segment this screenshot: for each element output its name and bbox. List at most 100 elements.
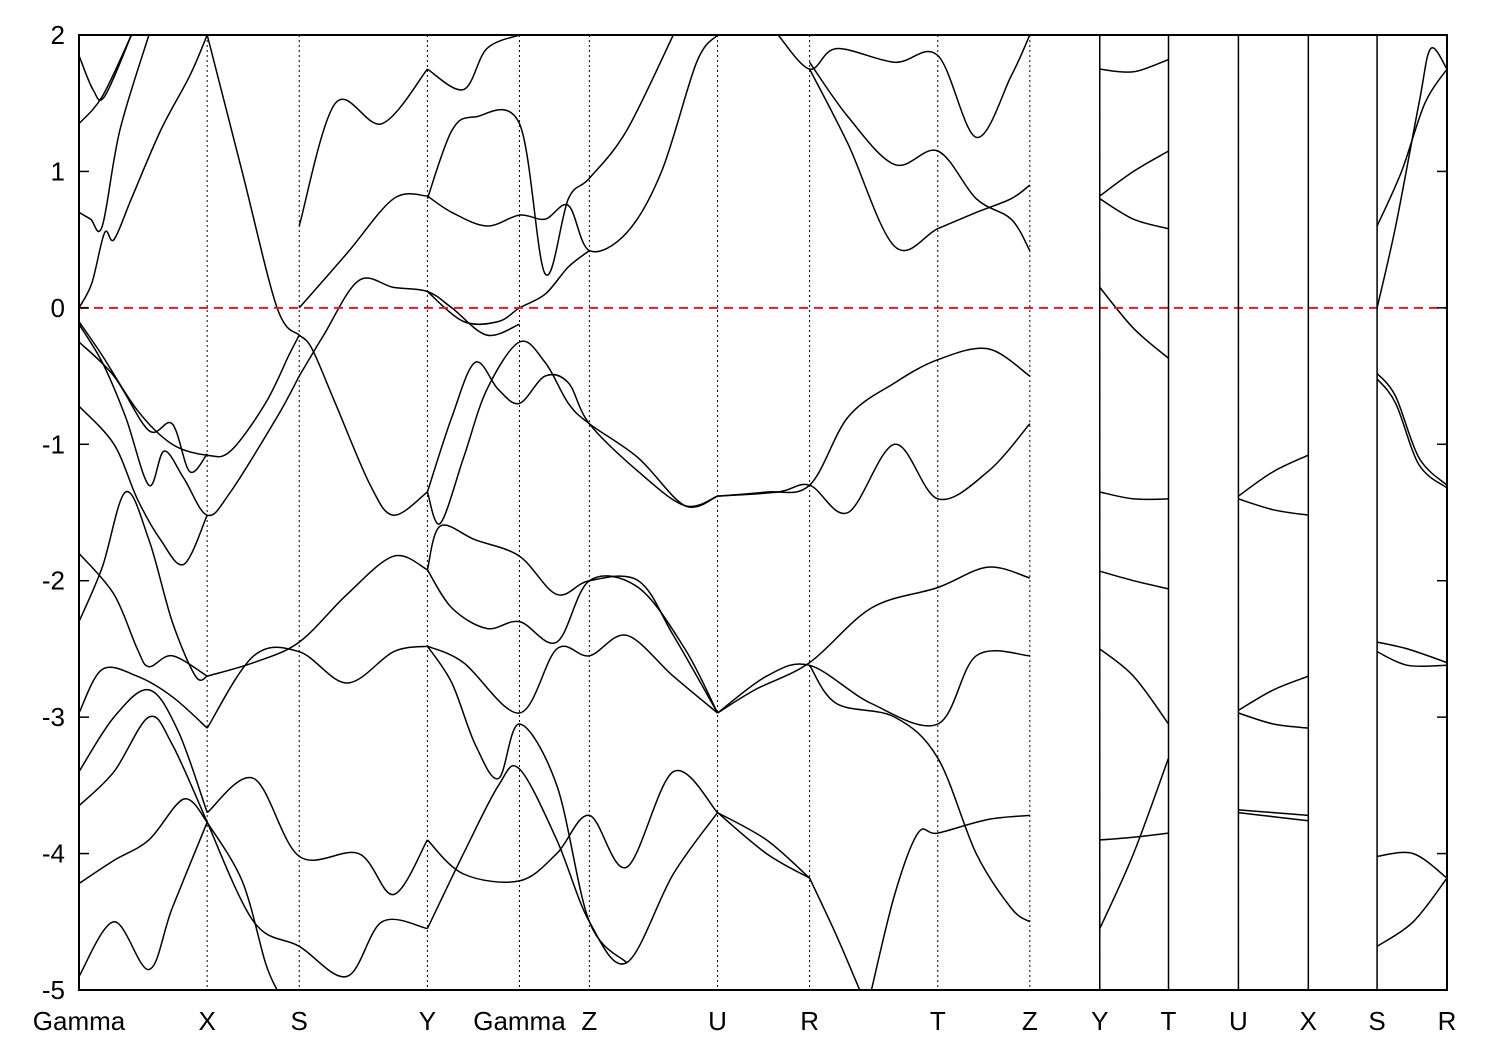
band-19-segment-1 xyxy=(717,347,1031,497)
band-8-segment-4 xyxy=(1099,570,1169,590)
band-5-segment-1 xyxy=(298,277,520,377)
band-28-segment-1 xyxy=(1099,58,1169,73)
band-4-segment-0 xyxy=(79,321,300,458)
band-8-segment-0 xyxy=(79,552,208,677)
kpoint-label: R xyxy=(1438,1006,1457,1036)
band-40-segment-0 xyxy=(1376,651,1447,668)
band-41-segment-0 xyxy=(1377,851,1447,879)
band-11-segment-1 xyxy=(206,776,429,896)
kpoint-label: Y xyxy=(419,1006,436,1036)
band-10-segment-0 xyxy=(79,666,208,729)
band-42-segment-0 xyxy=(1376,877,1447,947)
x-axis-kpoint-labels: Gamma X S Y Gamma Z U R T Z Y T U X S R xyxy=(33,1006,1457,1036)
band-7-segment-0 xyxy=(79,405,208,566)
y-axis-ticks: -5 -4 -3 -2 -1 0 1 2 xyxy=(42,20,1447,1005)
band-3-segment-0 xyxy=(79,35,133,101)
band-12-segment-0 xyxy=(79,715,208,823)
band-20-segment-2 xyxy=(1099,491,1169,501)
ytick-label: 0 xyxy=(51,293,65,323)
band-34-segment-0 xyxy=(1238,811,1309,822)
band-18-segment-0 xyxy=(426,35,674,276)
band-24-segment-0 xyxy=(870,814,1030,990)
band-15-segment-1 xyxy=(426,35,520,91)
band-19-segment-0 xyxy=(426,361,718,508)
kpoint-label: S xyxy=(1368,1006,1385,1036)
band-33-segment-0 xyxy=(1238,809,1309,817)
ytick-label: -1 xyxy=(42,429,65,459)
band-32-segment-0 xyxy=(1238,712,1309,729)
band-10-segment-1 xyxy=(206,645,428,729)
plot-frame xyxy=(78,34,1448,991)
band-25-segment-0 xyxy=(808,664,1031,923)
kpoint-label: Z xyxy=(581,1006,597,1036)
kpoint-label: Y xyxy=(1091,1006,1108,1036)
band-20-segment-0 xyxy=(426,340,718,525)
band-12-segment-2 xyxy=(426,765,719,965)
kpoint-label: X xyxy=(1300,1006,1317,1036)
band-8-segment-1 xyxy=(206,554,428,677)
kpoint-label: U xyxy=(1229,1006,1248,1036)
band-10-segment-4 xyxy=(1099,648,1170,725)
kpoint-label: Gamma xyxy=(473,1006,566,1036)
band-20-segment-1 xyxy=(717,423,1031,515)
band-22-segment-0 xyxy=(426,645,628,964)
band-4-segment-1 xyxy=(298,334,428,516)
band-24-segment-1 xyxy=(1099,832,1169,841)
band-15-segment-0 xyxy=(298,68,428,227)
band-11-segment-3 xyxy=(717,812,810,879)
band-12-segment-1 xyxy=(206,821,428,978)
band-5-segment-0 xyxy=(79,323,300,517)
band-11-segment-2 xyxy=(426,769,719,883)
band-37-segment-0 xyxy=(1376,372,1447,486)
band-16-segment-0 xyxy=(298,193,428,309)
kpoint-label: U xyxy=(708,1006,727,1036)
band-11-segment-0 xyxy=(79,689,208,813)
band-26-segment-0 xyxy=(808,68,1031,252)
band-13-segment-0 xyxy=(79,798,208,885)
kpoint-label: R xyxy=(800,1006,819,1036)
band-28-segment-0 xyxy=(777,35,1031,139)
band-0-segment-0 xyxy=(79,35,208,309)
band-14-segment-0 xyxy=(79,821,208,977)
band-9-segment-0 xyxy=(79,491,208,681)
band-16-segment-1 xyxy=(426,35,719,253)
band-35-segment-0 xyxy=(1376,46,1447,309)
segment-gaps xyxy=(1099,35,1378,990)
band-31-segment-0 xyxy=(1238,675,1309,711)
kpoint-label: T xyxy=(930,1006,946,1036)
kpoint-label: T xyxy=(1161,1006,1177,1036)
kpoint-label: Z xyxy=(1022,1006,1038,1036)
band-19-segment-2 xyxy=(1099,286,1169,359)
band-curves xyxy=(79,35,1447,990)
band-10-segment-2 xyxy=(427,634,719,714)
ytick-label: 1 xyxy=(51,156,65,186)
band-38-segment-0 xyxy=(1376,378,1447,489)
band-26-segment-1 xyxy=(1099,198,1169,230)
band-23-segment-0 xyxy=(808,877,861,990)
band-8-segment-2 xyxy=(426,569,719,714)
band-13-segment-1 xyxy=(206,821,278,990)
band-27-segment-0 xyxy=(808,61,1031,251)
ytick-label: -4 xyxy=(42,839,65,869)
kpoint-label: Gamma xyxy=(33,1006,126,1036)
ytick-label: 2 xyxy=(51,20,65,50)
ytick-label: -3 xyxy=(42,702,65,732)
band-1-segment-0 xyxy=(79,35,150,233)
band-27-segment-1 xyxy=(1099,150,1169,197)
band-30-segment-0 xyxy=(1238,498,1309,516)
band-8-segment-3 xyxy=(717,566,1031,714)
ytick-label: -2 xyxy=(42,566,65,596)
kpoint-label: X xyxy=(199,1006,216,1036)
band-12-segment-3 xyxy=(717,811,811,879)
band-29-segment-0 xyxy=(1237,454,1309,497)
band-10-segment-3 xyxy=(717,650,1030,727)
band-21-segment-0 xyxy=(426,524,719,714)
band-0-segment-1 xyxy=(206,35,300,336)
band-6-segment-0 xyxy=(79,341,208,474)
band-39-segment-0 xyxy=(1376,641,1447,664)
ytick-label: -5 xyxy=(42,975,65,1005)
band-36-segment-0 xyxy=(1376,68,1447,227)
band-25-segment-1 xyxy=(1099,757,1170,929)
